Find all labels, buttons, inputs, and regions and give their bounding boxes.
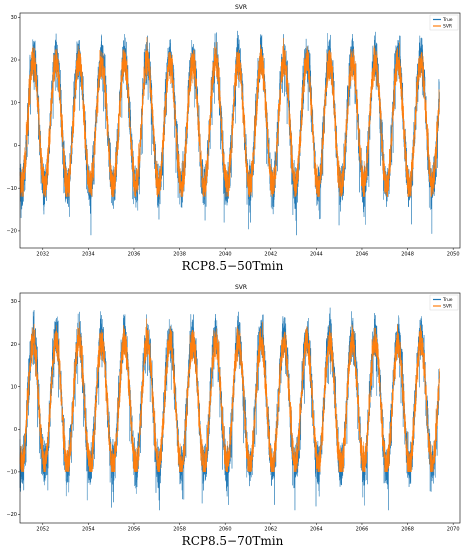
series-layer [19,30,440,236]
y-axis: 30 20 10 0 −10 −20 [6,15,20,235]
series-layer [19,307,440,511]
x-tick-label: 2058 [173,527,186,533]
chart-title: SVR [235,284,247,291]
chart-title: SVR [235,4,247,11]
y-tick-label: 10 [11,384,17,390]
y-tick-label: 0 [14,427,17,433]
chart-panel-2: SVR 30 20 10 0 −10 −20 2052 2054 2056 2058 2060 20… [0,280,465,550]
plot-frame [19,292,461,524]
legend: True SVR [429,14,459,31]
x-tick-label: 2066 [356,527,369,533]
x-axis: 2032 2034 2036 2038 2040 2042 2044 2046 2048 2050 [36,248,460,258]
series-svr-line [19,318,440,473]
y-tick-label: 10 [11,100,17,106]
chart-caption: RCP8.5−50Tmin [181,259,284,273]
x-tick-label: 2044 [310,252,323,258]
legend-label-svr: SVR [443,24,452,30]
y-tick-label: −10 [6,186,17,192]
x-tick-label: 2050 [447,252,460,258]
y-tick-label: 0 [14,143,17,149]
y-axis: 30 20 10 0 −10 −20 [6,299,20,518]
x-tick-label: 2042 [264,252,277,258]
y-tick-label: −20 [6,229,17,235]
x-tick-label: 2068 [401,527,414,533]
x-tick-label: 2070 [447,527,460,533]
chart-caption: RCP8.5−70Tmin [181,534,284,548]
legend: True SVR [429,294,459,311]
x-tick-label: 2048 [401,252,414,258]
y-tick-label: 20 [11,342,17,348]
chart-panel-1: SVR 30 20 10 0 −10 −20 2032 2034 2036 2038 2040 20… [6,4,461,273]
y-tick-label: 20 [11,58,17,64]
x-tick-label: 2062 [264,527,277,533]
x-tick-label: 2032 [36,252,49,258]
legend-label-true: True [442,297,453,303]
y-tick-label: 30 [11,15,17,21]
x-tick-label: 2064 [310,527,323,533]
y-tick-label: −10 [6,470,17,476]
x-tick-label: 2034 [82,252,95,258]
x-tick-label: 2052 [36,527,49,533]
x-tick-label: 2056 [128,527,141,533]
x-tick-label: 2054 [82,527,95,533]
x-tick-label: 2036 [128,252,141,258]
x-axis: 2052 2054 2056 2058 2060 2062 2064 2066 2068 2070 [36,523,460,533]
x-tick-label: 2046 [356,252,369,258]
x-tick-label: 2060 [219,527,232,533]
x-tick-label: 2040 [219,252,232,258]
y-tick-label: 30 [11,299,17,305]
plot-frame [19,12,461,249]
x-tick-label: 2038 [173,252,186,258]
y-tick-label: −20 [6,512,17,518]
series-svr-line [19,36,440,197]
legend-label-true: True [442,17,453,23]
legend-label-svr: SVR [443,304,452,310]
